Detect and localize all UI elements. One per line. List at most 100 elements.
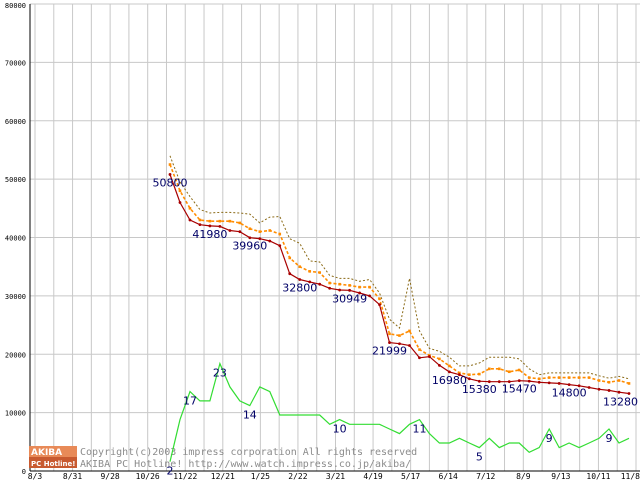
count-data-label: 9 [546, 432, 553, 445]
average-price-point [438, 357, 441, 361]
low-price-point [278, 244, 282, 248]
x-tick-label: 8/3 [28, 472, 43, 480]
count-data-label: 10 [333, 423, 347, 436]
average-price-point [168, 163, 172, 166]
low-price-point [557, 382, 561, 385]
y-tick-label: 40000 [5, 235, 26, 243]
average-price-point [448, 364, 451, 368]
x-tick-label: 11/8 [621, 472, 640, 480]
low-price-point [587, 386, 591, 389]
x-tick-label: 7/12 [476, 472, 495, 480]
average-price-point [178, 189, 182, 193]
low-price-point [497, 380, 501, 384]
low-price-point [208, 224, 212, 228]
low-price-point [328, 286, 332, 290]
average-price-point [378, 297, 381, 301]
y-tick-label: 0 [22, 468, 26, 476]
average-price-point [188, 207, 192, 210]
average-price-point [488, 367, 491, 371]
low-price-point [368, 294, 371, 298]
x-tick-label: 10/26 [136, 472, 160, 480]
average-price-point [348, 284, 351, 287]
low-price-line [169, 174, 630, 395]
low-price-point [258, 237, 262, 241]
x-tick-label: 12/21 [211, 472, 235, 480]
low-price-point [507, 380, 511, 384]
average-price-point [318, 271, 321, 274]
x-tick-label: 8/31 [63, 472, 82, 480]
average-price-point [408, 329, 411, 333]
akiba-logo: AKIBA PC Hotline! [29, 446, 77, 468]
x-tick-label: 6/14 [439, 472, 458, 480]
low-price-point [617, 390, 621, 394]
low-price-point [218, 225, 222, 228]
average-price-line [169, 164, 630, 385]
low-price-point [238, 230, 242, 234]
low-price-point [457, 373, 461, 377]
average-price-point [388, 332, 391, 336]
y-tick-label: 30000 [5, 293, 26, 301]
x-tick-label: 11/22 [173, 472, 197, 480]
average-price-point [418, 348, 421, 351]
price-data-label: 41980 [192, 228, 227, 241]
low-price-point [308, 280, 312, 284]
low-price-point [338, 288, 342, 292]
count-data-label: 5 [476, 451, 483, 464]
average-price-point [627, 382, 631, 385]
average-price-point [328, 281, 331, 285]
low-price-point [268, 239, 272, 243]
logo-top-band [29, 446, 77, 457]
low-price-point [398, 342, 401, 346]
y-tick-label: 20000 [5, 351, 26, 359]
low-price-point [288, 272, 292, 276]
average-price-point [577, 376, 581, 379]
site-url-line: AKIBA PC Hotline! http://www.watch.impre… [80, 459, 411, 470]
low-price-point [438, 363, 441, 367]
low-price-point [418, 356, 421, 360]
average-price-point [537, 377, 541, 381]
average-price-point [308, 270, 311, 273]
average-price-point [557, 376, 561, 379]
count-series-line [169, 361, 630, 462]
average-price-point [218, 219, 222, 223]
average-price-point [268, 229, 272, 232]
average-price-point [358, 285, 361, 289]
low-price-point [178, 201, 182, 204]
price-data-label: 32800 [282, 282, 317, 295]
average-price-point [338, 282, 341, 286]
low-price-point [627, 392, 631, 395]
price-data-label: 15470 [502, 383, 537, 396]
low-price-point [318, 282, 322, 286]
low-price-point [348, 288, 352, 292]
grid [29, 3, 640, 472]
low-price-point [248, 236, 252, 240]
low-price-point [198, 223, 202, 227]
y-tick-label: 60000 [5, 118, 26, 126]
low-price-point [597, 387, 601, 391]
count-data-label: 9 [606, 432, 613, 445]
count-data-label: 2 [167, 465, 174, 478]
price-data-label: 15380 [462, 383, 497, 396]
low-price-point [228, 229, 232, 232]
logo-top-text: AKIBA [31, 448, 62, 458]
price-data-label: 13280 [603, 395, 638, 408]
price-data-label: 50800 [153, 176, 188, 189]
count-data-label: 17 [183, 395, 197, 408]
count-data-label: 11 [412, 423, 426, 436]
average-price-point [368, 285, 371, 289]
average-price-point [248, 227, 252, 231]
copyright-watermark: AKIBA PC Hotline! Copyright(c)2003 impre… [29, 446, 417, 470]
average-price-point [517, 368, 521, 372]
average-price-point [587, 376, 591, 379]
low-price-point [388, 341, 391, 344]
high-price-line [169, 155, 630, 380]
price-data-label: 21999 [372, 345, 407, 358]
low-price-point [188, 218, 192, 222]
low-price-point [537, 380, 541, 384]
low-price-point [487, 380, 491, 384]
average-price-point [607, 380, 611, 384]
average-price-point [527, 376, 531, 379]
low-price-point [607, 389, 611, 392]
average-price-point [228, 219, 232, 223]
